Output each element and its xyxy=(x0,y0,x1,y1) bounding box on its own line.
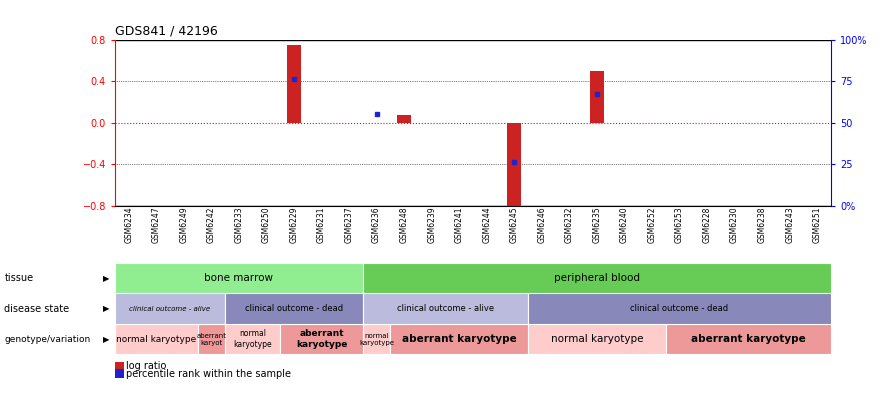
Text: aberrant
karyotype: aberrant karyotype xyxy=(296,329,347,349)
Text: aberrant karyotype: aberrant karyotype xyxy=(691,334,805,344)
Text: GSM6237: GSM6237 xyxy=(345,207,354,243)
Text: clinical outcome - dead: clinical outcome - dead xyxy=(245,304,343,313)
Text: GSM6230: GSM6230 xyxy=(730,207,739,243)
Text: ▶: ▶ xyxy=(103,304,110,313)
Text: bone marrow: bone marrow xyxy=(204,273,273,283)
Text: ▶: ▶ xyxy=(103,274,110,283)
Text: GSM6236: GSM6236 xyxy=(372,207,381,243)
Bar xyxy=(391,324,528,354)
Text: clinical outcome - alive: clinical outcome - alive xyxy=(129,306,210,312)
Bar xyxy=(362,293,528,324)
Text: GSM6234: GSM6234 xyxy=(124,207,133,243)
Text: disease state: disease state xyxy=(4,304,70,314)
Text: GDS841 / 42196: GDS841 / 42196 xyxy=(115,24,217,37)
Text: peripheral blood: peripheral blood xyxy=(554,273,640,283)
Text: GSM6244: GSM6244 xyxy=(482,207,492,243)
Text: GSM6253: GSM6253 xyxy=(675,207,684,243)
Text: clinical outcome - dead: clinical outcome - dead xyxy=(630,304,728,313)
Text: percentile rank within the sample: percentile rank within the sample xyxy=(126,369,292,379)
Text: GSM6235: GSM6235 xyxy=(592,207,601,243)
Text: aberrant karyotype: aberrant karyotype xyxy=(402,334,516,344)
Bar xyxy=(362,263,831,293)
Text: aberrant
karyot: aberrant karyot xyxy=(196,333,226,346)
Text: GSM6239: GSM6239 xyxy=(427,207,436,243)
Bar xyxy=(362,324,391,354)
Text: GSM6242: GSM6242 xyxy=(207,207,216,243)
Text: GSM6250: GSM6250 xyxy=(262,207,271,243)
Bar xyxy=(225,324,280,354)
Bar xyxy=(225,293,362,324)
Text: GSM6249: GSM6249 xyxy=(179,207,188,243)
Bar xyxy=(197,324,225,354)
Text: GSM6245: GSM6245 xyxy=(510,207,519,243)
Text: GSM6228: GSM6228 xyxy=(703,207,712,243)
Text: log ratio: log ratio xyxy=(126,361,167,371)
Text: normal karyotype: normal karyotype xyxy=(551,334,644,344)
Text: GSM6233: GSM6233 xyxy=(234,207,243,243)
Text: GSM6231: GSM6231 xyxy=(317,207,326,243)
Text: GSM6252: GSM6252 xyxy=(647,207,657,243)
Bar xyxy=(280,324,362,354)
Text: GSM6232: GSM6232 xyxy=(565,207,574,243)
Bar xyxy=(115,324,197,354)
Text: GSM6241: GSM6241 xyxy=(454,207,464,243)
Bar xyxy=(287,45,301,122)
Text: normal
karyotype: normal karyotype xyxy=(359,333,394,346)
Text: GSM6248: GSM6248 xyxy=(400,207,408,243)
Text: GSM6246: GSM6246 xyxy=(537,207,546,243)
Bar xyxy=(590,71,604,122)
Bar xyxy=(528,324,666,354)
Text: normal
karyotype: normal karyotype xyxy=(233,329,272,349)
Bar xyxy=(507,122,522,209)
Text: GSM6229: GSM6229 xyxy=(289,207,299,243)
Bar xyxy=(666,324,831,354)
Text: clinical outcome - alive: clinical outcome - alive xyxy=(397,304,494,313)
Text: genotype/variation: genotype/variation xyxy=(4,335,91,344)
Text: GSM6238: GSM6238 xyxy=(758,207,766,243)
Text: normal karyotype: normal karyotype xyxy=(116,335,196,344)
Text: tissue: tissue xyxy=(4,273,34,283)
Bar xyxy=(397,115,411,122)
Text: GSM6247: GSM6247 xyxy=(152,207,161,243)
Bar xyxy=(115,293,225,324)
Text: GSM6243: GSM6243 xyxy=(785,207,794,243)
Text: GSM6240: GSM6240 xyxy=(620,207,629,243)
Bar xyxy=(528,293,831,324)
Text: ▶: ▶ xyxy=(103,335,110,344)
Bar xyxy=(115,263,362,293)
Text: GSM6251: GSM6251 xyxy=(812,207,822,243)
